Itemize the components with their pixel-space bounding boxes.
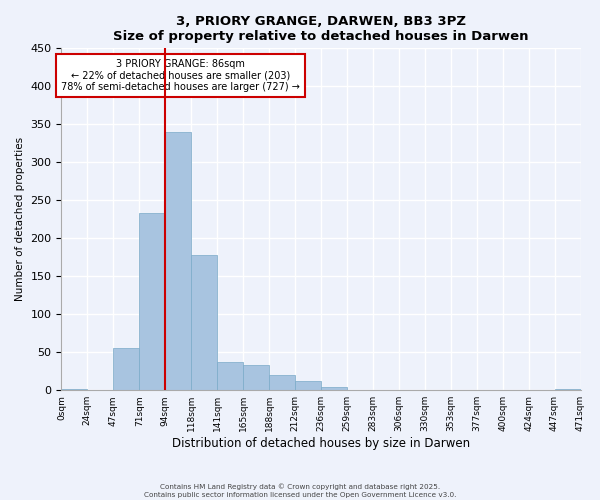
Bar xyxy=(321,387,347,390)
Bar xyxy=(554,388,581,390)
Bar xyxy=(243,365,269,390)
Text: Contains HM Land Registry data © Crown copyright and database right 2025.
Contai: Contains HM Land Registry data © Crown c… xyxy=(144,484,456,498)
Bar xyxy=(61,388,88,390)
Bar xyxy=(295,381,321,390)
Text: 3 PRIORY GRANGE: 86sqm
← 22% of detached houses are smaller (203)
78% of semi-de: 3 PRIORY GRANGE: 86sqm ← 22% of detached… xyxy=(61,58,300,92)
Bar xyxy=(139,213,165,390)
X-axis label: Distribution of detached houses by size in Darwen: Distribution of detached houses by size … xyxy=(172,437,470,450)
Bar xyxy=(269,375,295,390)
Bar xyxy=(191,255,217,390)
Bar xyxy=(217,362,243,390)
Title: 3, PRIORY GRANGE, DARWEN, BB3 3PZ
Size of property relative to detached houses i: 3, PRIORY GRANGE, DARWEN, BB3 3PZ Size o… xyxy=(113,15,529,43)
Bar xyxy=(165,132,191,390)
Bar xyxy=(113,348,139,390)
Y-axis label: Number of detached properties: Number of detached properties xyxy=(15,137,25,302)
